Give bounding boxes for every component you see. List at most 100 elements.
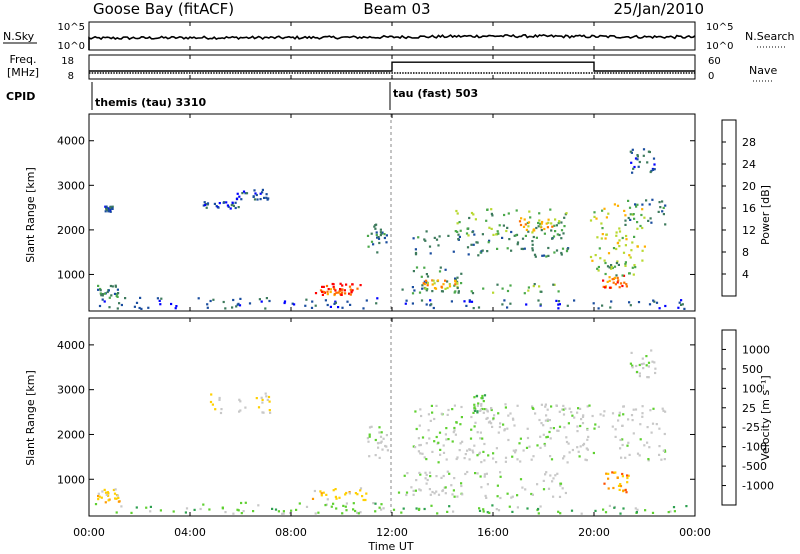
power-cell <box>553 251 556 254</box>
velocity-cell <box>458 449 461 452</box>
power-cell <box>523 218 526 221</box>
power-cell <box>535 226 538 230</box>
power-cell <box>610 300 613 303</box>
power-cell <box>351 283 354 286</box>
power-cell <box>516 241 520 244</box>
power-cell <box>495 233 498 236</box>
velocity-cell <box>325 503 328 506</box>
power-cell <box>425 303 428 306</box>
velocity-cell <box>536 483 539 486</box>
velocity-cell <box>356 493 359 496</box>
velocity-cell <box>603 482 606 485</box>
power-cell <box>616 260 619 263</box>
velocity-cell <box>94 503 98 506</box>
power-cell <box>613 203 616 206</box>
power-cell <box>333 287 336 290</box>
power-cell <box>537 299 540 302</box>
velocity-cell <box>214 408 217 411</box>
power-cell <box>156 297 159 300</box>
power-cell <box>627 216 630 220</box>
power-cell <box>373 225 376 228</box>
power-cell <box>631 171 634 174</box>
power-cell <box>614 283 617 286</box>
velocity-cell <box>582 442 586 445</box>
velocity-cell <box>536 444 539 447</box>
velocity-cell <box>334 488 337 491</box>
power-cell <box>158 299 161 302</box>
power-cell <box>554 218 557 221</box>
power-cell <box>471 230 474 234</box>
power-cell <box>501 287 504 290</box>
power-cell <box>605 233 608 236</box>
power-cell <box>385 234 388 237</box>
power-cell <box>607 212 610 215</box>
velocity-cell <box>459 423 462 426</box>
velocity-cell <box>365 492 368 495</box>
velocity-cell <box>359 511 362 514</box>
velocity-cell <box>425 482 428 485</box>
power-cell <box>426 275 430 278</box>
power-cell <box>209 299 212 303</box>
power-cell <box>557 290 560 293</box>
velocity-cell <box>509 412 512 415</box>
power-cell <box>627 199 630 202</box>
power-cell <box>618 286 621 289</box>
power-cell <box>291 302 294 305</box>
power-cell <box>174 307 177 310</box>
velocity-cell <box>332 502 335 505</box>
velocity-cell <box>653 361 656 364</box>
velocity-cell <box>546 435 549 438</box>
power-cell <box>415 266 419 269</box>
velocity-cell <box>483 442 486 446</box>
power-cell <box>520 247 523 250</box>
velocity-cell <box>469 437 473 440</box>
velocity-cell <box>334 495 337 498</box>
power-cell <box>520 217 523 220</box>
power-cell <box>341 291 344 294</box>
power-cell <box>608 279 611 282</box>
velocity-cell <box>115 511 118 514</box>
power-cell <box>103 292 107 295</box>
velocity-cell <box>453 404 456 407</box>
velocity-cell <box>597 425 600 428</box>
velocity-cell <box>257 406 261 409</box>
power-cell <box>349 293 352 296</box>
velocity-panel-frame <box>88 317 696 517</box>
power-cell <box>238 195 241 198</box>
velocity-cell <box>519 437 522 440</box>
velocity-cell <box>645 355 648 358</box>
velocity-scatter <box>94 349 688 515</box>
velocity-cell <box>357 512 360 515</box>
velocity-cell <box>447 408 450 412</box>
velocity-cell <box>325 493 328 496</box>
power-cell <box>597 307 600 310</box>
power-cell <box>356 287 359 290</box>
power-cell <box>487 241 490 244</box>
velocity-cell <box>526 427 529 430</box>
velocity-cell <box>504 403 507 406</box>
velocity-cell <box>503 429 506 432</box>
power-cell <box>314 304 317 307</box>
velocity-cell <box>558 495 562 498</box>
nave-ytick-top-right: 60 <box>708 56 721 67</box>
power-cell <box>639 224 642 228</box>
velocity-cell <box>582 444 585 447</box>
velocity-cell <box>450 484 453 487</box>
power-colorbar-tick-label: 8 <box>742 246 749 259</box>
velocity-cell <box>435 490 438 493</box>
velocity-cell <box>211 403 214 406</box>
velocity-cell <box>345 491 348 495</box>
velocity-cell <box>630 351 633 354</box>
noise-panel: N.Sky 10^5 10^0 10^5 10^0 N.Search <box>3 21 795 52</box>
power-cell <box>446 286 449 290</box>
velocity-cell <box>614 428 617 431</box>
power-panel: 1000 2000 3000 4000 Slant Range [km] 4 8 12 16… <box>24 113 772 312</box>
velocity-cell <box>418 444 421 447</box>
power-cell <box>622 274 626 277</box>
velocity-cell <box>453 477 456 480</box>
velocity-cell <box>221 507 224 510</box>
power-cell <box>429 299 432 302</box>
power-cell <box>420 275 423 278</box>
power-cell <box>101 293 104 296</box>
power-cell <box>611 278 614 281</box>
